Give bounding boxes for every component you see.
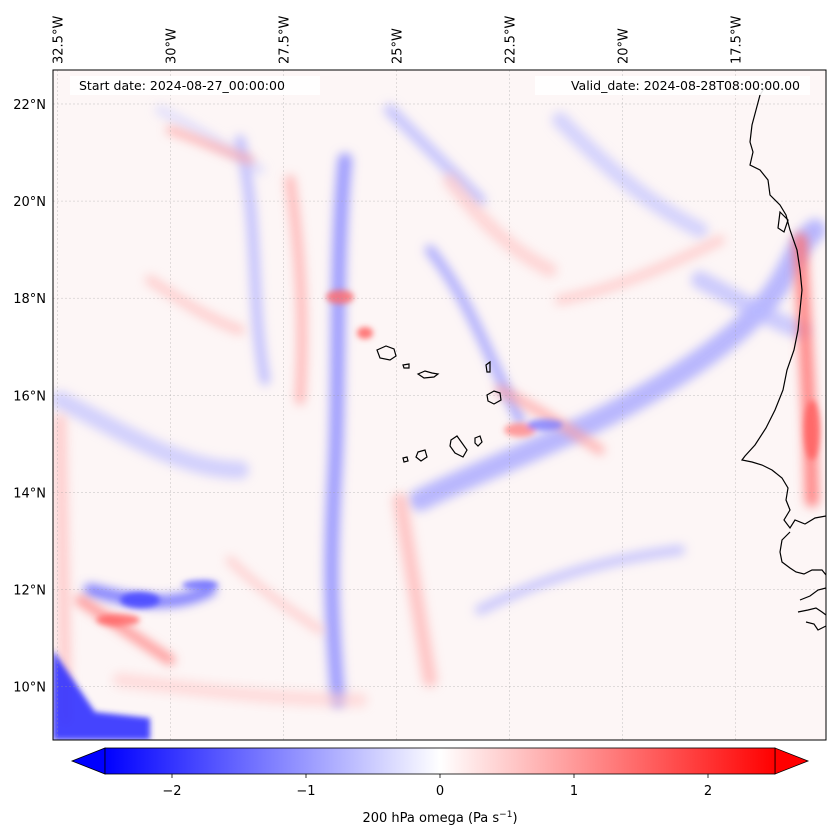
map-frame (52, 69, 827, 741)
omega-strong-cells (53, 290, 820, 740)
valid-date-box (535, 76, 810, 95)
colorbar: −2 −1 0 1 2 200 hPa omega (Pa s−1) (70, 747, 810, 826)
cape-verde-islands (376, 345, 502, 463)
colorbar-tick-label: −2 (162, 784, 181, 799)
start-date-box (70, 76, 320, 95)
guinea-bissau-coast (797, 587, 826, 631)
longitude-labels: 32.5°W 30°W 27.5°W 25°W 22.5°W 20°W 17.5°W (52, 16, 745, 64)
longitude-label: 27.5°W (278, 16, 293, 64)
island-boa-vista (486, 390, 502, 405)
valid-date-label: Valid_date: 2024-08-28T08:00:00.00 (571, 78, 800, 93)
coastline (376, 81, 826, 631)
longitude-label: 30°W (165, 28, 180, 64)
colorbar-extend-min (70, 747, 106, 775)
colorbar-tick-label: 0 (436, 784, 444, 799)
latitude-labels: 22°N 20°N 18°N 16°N 14°N 12°N 10°N (13, 98, 46, 696)
colorbar-label: 200 hPa omega (Pa s−1) (362, 810, 517, 826)
start-date-label: Start date: 2024-08-27_00:00:00 (79, 78, 285, 93)
gridlines (53, 70, 826, 740)
colorbar-ticks: −2 −1 0 1 2 (162, 774, 712, 799)
colorbar-tick-label: 2 (704, 784, 712, 799)
coast-inlet (777, 210, 789, 233)
africa-coast (740, 81, 826, 530)
island-fogo (415, 449, 428, 462)
colorbar-tick-label: 1 (570, 784, 578, 799)
island-sao-vicente (402, 363, 410, 369)
latitude-label: 22°N (13, 98, 46, 113)
latitude-label: 14°N (13, 486, 46, 501)
latitude-label: 12°N (13, 583, 46, 598)
island-sal (485, 360, 491, 373)
longitude-label: 22.5°W (504, 16, 519, 64)
latitude-label: 16°N (13, 389, 46, 404)
latitude-label: 18°N (13, 292, 46, 307)
colorbar-extend-max (774, 747, 810, 775)
longitude-label: 25°W (391, 28, 406, 64)
island-sao-nicolau (416, 370, 440, 379)
africa-coast-south (779, 531, 826, 576)
latitude-label: 20°N (13, 195, 46, 210)
colorbar-tick-label: −1 (296, 784, 315, 799)
omega-field (53, 70, 826, 740)
longitude-label: 20°W (617, 28, 632, 64)
longitude-label: 17.5°W (730, 16, 745, 64)
island-santo-antao (376, 345, 397, 361)
longitude-label: 32.5°W (52, 16, 67, 64)
colorbar-gradient (104, 747, 776, 775)
latitude-label: 10°N (13, 681, 46, 696)
island-maio (474, 435, 483, 447)
island-santiago (449, 435, 468, 458)
island-brava (402, 456, 409, 463)
